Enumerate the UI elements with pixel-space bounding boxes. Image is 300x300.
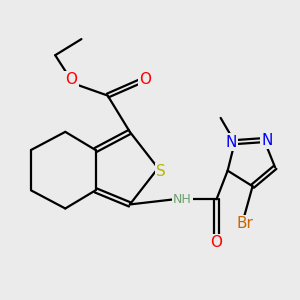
Text: O: O <box>139 72 151 87</box>
Text: NH: NH <box>173 193 192 206</box>
Text: N: N <box>226 135 237 150</box>
Text: O: O <box>65 72 77 87</box>
Text: S: S <box>156 164 166 179</box>
Text: Br: Br <box>236 216 253 231</box>
Text: N: N <box>262 133 273 148</box>
Text: O: O <box>211 235 223 250</box>
